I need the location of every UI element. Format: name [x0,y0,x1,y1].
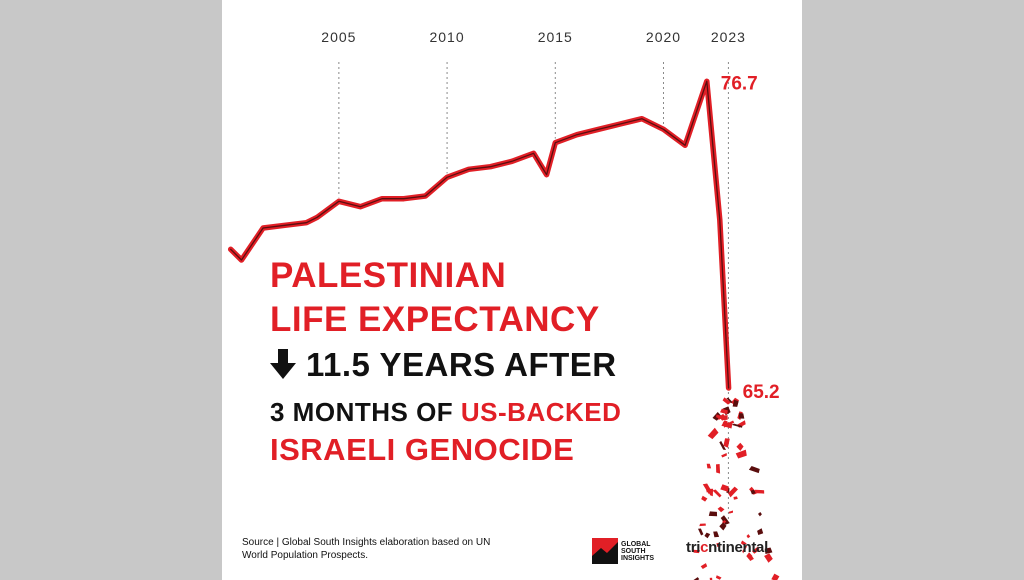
shard-fragment [709,488,714,497]
shard-fragment [719,522,727,531]
shard-fragment [717,506,725,513]
shard-fragment [740,540,747,546]
shard-fragment [733,496,738,500]
tricontinental-logo: tricntinental [686,539,768,556]
shard-fragment [716,464,721,474]
headline-line-1: PALESTINIAN [270,256,507,295]
shard-fragment [709,577,713,580]
shard-fragment [698,528,704,536]
shard-fragment [757,528,764,535]
global-south-insights-logo: GLOBAL SOUTH INSIGHTS [592,538,654,564]
shard-fragment [693,577,700,580]
gsi-wordmark: GLOBAL SOUTH INSIGHTS [621,541,654,562]
data-label-0: 76.7 [721,73,758,94]
shard-fragment [750,489,756,495]
gsi-word-3: INSIGHTS [621,554,655,562]
headline-line-4: 3 MONTHS OF US-BACKED [270,397,621,428]
shard-fragment [715,575,722,580]
life-expectancy-line-core [230,80,730,389]
shard-fragment [746,552,753,560]
gsi-chart-icon [592,538,618,564]
headline-line-2: LIFE EXPECTANCY [270,300,600,339]
gsi-word-2: SOUTH [621,547,646,555]
tri-o: c [700,539,709,556]
down-arrow-icon [270,349,296,379]
shard-fragment [693,549,700,554]
shard-fragment [764,547,773,554]
headline-line-3: 11.5 YEARS AFTER [270,346,617,384]
shard-fragment [748,466,760,474]
shard-fragment [701,495,708,502]
x-tick-label-2015: 2015 [538,29,573,45]
shard-fragment [699,523,706,527]
shard-fragment [707,427,719,440]
shard-fragment [720,515,730,525]
tri-suffix: ntinental [708,539,768,556]
x-tick-label-2010: 2010 [429,29,464,45]
headline-line-4-highlight: US-BACKED [460,397,622,427]
shard-fragment [726,397,733,404]
shard-fragment [722,397,732,405]
shard-fragment [736,442,744,451]
shard-fragment [720,484,729,492]
shard-fragment [753,489,765,494]
headline-line-4-prefix: 3 MONTHS OF [270,397,461,427]
gsi-word-1: GLOBAL [621,540,651,548]
shard-fragment [700,563,708,569]
shard-fragment [721,453,727,458]
x-tick-label-2005: 2005 [321,29,356,45]
shard-fragment [751,546,760,554]
life-expectancy-chart: 2005 2010 2015 2020 2023 76.7 65.2 [227,29,780,580]
shard-fragment [706,463,712,469]
shard-fragment [708,511,718,517]
shard-fragment [771,573,780,580]
shard-fragment [764,553,773,563]
source-note: Source | Global South Insights elaborati… [242,537,491,561]
life-expectancy-line [227,78,732,391]
shard-fragment [735,449,747,459]
shard-fragment [723,438,730,448]
shard-fragment [746,534,751,539]
shard-fragment [719,441,726,450]
shard-fragment [713,531,720,538]
headline-line-5: ISRAELI GENOCIDE [270,432,575,467]
shard-fragment [722,420,728,425]
shard-fragment [728,486,738,498]
shard-fragment [704,532,711,539]
data-label-1: 65.2 [743,382,780,403]
x-tick-label-2020: 2020 [646,29,681,45]
shard-fragment [720,408,728,415]
infographic-card: 2005 2010 2015 2020 2023 76.7 65.2 PALESTINIA… [222,0,802,580]
shard-fragment [738,413,745,419]
shard-fragment [732,399,739,407]
headline-line-3-text: 11.5 YEARS AFTER [306,346,617,383]
shard-fragment [724,415,728,420]
shard-fragment [728,510,733,514]
shard-fragment [702,483,713,495]
shard-fragment [731,423,743,428]
shard-fragment [742,545,747,554]
tri-prefix: tri [686,539,701,556]
shard-fragment [716,543,721,547]
shard-fragment [712,489,722,498]
x-tick-label-2023: 2023 [711,29,746,45]
shard-fragment [758,512,762,517]
